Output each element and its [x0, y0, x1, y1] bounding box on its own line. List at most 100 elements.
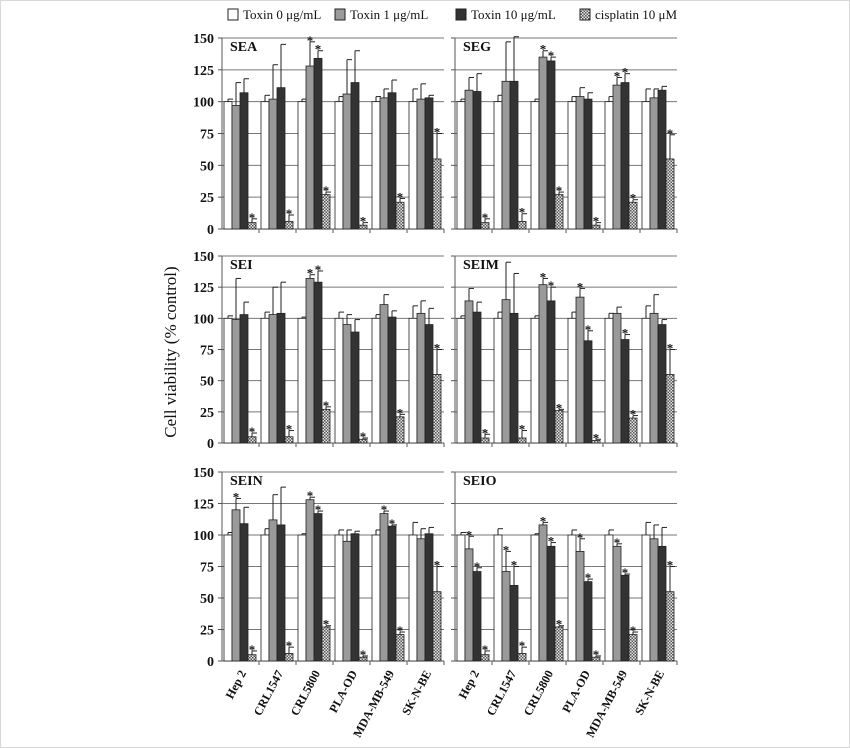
- significance-asterisk: *: [307, 488, 314, 503]
- y-tick-label: 25: [200, 191, 214, 206]
- bar: [350, 331, 360, 444]
- significance-asterisk: *: [519, 422, 526, 437]
- significance-asterisk: *: [323, 183, 330, 198]
- bar: [231, 319, 241, 444]
- panel-title: SEG: [463, 40, 491, 55]
- bar: [305, 65, 315, 230]
- bar: [554, 626, 564, 662]
- y-tick-label: 75: [200, 128, 214, 143]
- bar: [313, 57, 323, 230]
- bar: [554, 410, 564, 444]
- panel-seim: SEIM* **********: [451, 255, 678, 447]
- bar: [379, 304, 389, 444]
- significance-asterisk: *: [577, 530, 584, 545]
- y-tick-label: 75: [200, 561, 214, 576]
- significance-asterisk: *: [360, 429, 367, 444]
- bar: [575, 296, 585, 444]
- significance-asterisk: *: [667, 558, 674, 573]
- bar: [665, 374, 675, 444]
- bar: [493, 534, 503, 662]
- significance-asterisk: *: [323, 617, 330, 632]
- x-tick-label: PLA-OD: [326, 668, 360, 715]
- bar: [408, 101, 418, 230]
- bar: [334, 317, 344, 444]
- significance-asterisk: *: [548, 278, 555, 293]
- bar: [472, 571, 482, 662]
- y-tick-label: 0: [207, 223, 214, 238]
- panel-seio: SEIO***Hep 2***CRL1547***CRL5800***PLA-O…: [451, 471, 678, 740]
- bar: [546, 300, 556, 444]
- bar: [628, 417, 638, 444]
- panel-title: SEIO: [463, 474, 497, 489]
- bar: [371, 317, 381, 444]
- significance-asterisk: *: [548, 48, 555, 63]
- legend-swatch: [579, 8, 591, 21]
- y-tick-label: 0: [207, 655, 214, 670]
- bar: [223, 101, 233, 230]
- legend-label: cisplatin 10 μM: [595, 7, 678, 22]
- significance-asterisk: *: [511, 558, 518, 573]
- y-tick-label: 100: [193, 96, 214, 111]
- panel-seg: SEG* ** **** ***: [451, 36, 678, 233]
- bar: [416, 98, 426, 230]
- y-tick-label: 0: [207, 437, 214, 452]
- bar: [231, 509, 241, 662]
- bar: [297, 101, 307, 230]
- significance-asterisk: *: [540, 269, 547, 284]
- significance-asterisk: *: [434, 125, 441, 140]
- y-tick-label: 75: [200, 344, 214, 359]
- bar: [416, 312, 426, 444]
- panel-title: SEIM: [463, 258, 499, 273]
- significance-asterisk: *: [286, 422, 293, 437]
- bar: [649, 312, 659, 444]
- bar: [628, 634, 638, 662]
- bar: [387, 92, 397, 230]
- bar: [297, 534, 307, 662]
- significance-asterisk: *: [397, 189, 404, 204]
- bar: [583, 340, 593, 444]
- bar: [424, 97, 434, 230]
- significance-asterisk: *: [556, 183, 563, 198]
- bar: [276, 312, 286, 444]
- bar: [567, 101, 577, 230]
- bar: [432, 591, 442, 662]
- bar: [350, 533, 360, 662]
- significance-asterisk: *: [556, 617, 563, 632]
- bar: [620, 574, 630, 662]
- bar: [223, 534, 233, 662]
- bar: [395, 201, 405, 230]
- bar: [472, 311, 482, 444]
- bar: [464, 89, 474, 230]
- bar: [612, 312, 622, 444]
- significance-asterisk: *: [614, 68, 621, 83]
- significance-asterisk: *: [630, 191, 637, 206]
- bar: [284, 220, 294, 230]
- bar: [509, 312, 519, 444]
- significance-asterisk: *: [307, 266, 314, 281]
- bar: [665, 158, 675, 230]
- bar: [408, 317, 418, 444]
- bar: [464, 300, 474, 444]
- bar: [408, 534, 418, 662]
- y-tick-label: 25: [200, 624, 214, 639]
- bar: [546, 545, 556, 662]
- bar: [649, 538, 659, 662]
- significance-asterisk: *: [622, 326, 629, 341]
- bar: [472, 91, 482, 230]
- bar: [371, 534, 381, 662]
- significance-asterisk: *: [593, 430, 600, 445]
- x-tick-label: CRL1547: [484, 668, 520, 718]
- legend-swatch: [455, 8, 467, 21]
- bar: [530, 317, 540, 444]
- bar: [268, 314, 278, 444]
- significance-asterisk: *: [540, 42, 547, 57]
- legend-swatch: [334, 8, 346, 21]
- significance-asterisk: *: [622, 65, 629, 80]
- legend: Toxin 0 μg/mL Toxin 1 μg/mL Toxin 10 μg/mL…: [227, 7, 678, 22]
- bar: [641, 534, 651, 662]
- significance-asterisk: *: [360, 647, 367, 662]
- bar: [628, 201, 638, 230]
- bar: [379, 513, 389, 662]
- significance-asterisk: *: [323, 398, 330, 413]
